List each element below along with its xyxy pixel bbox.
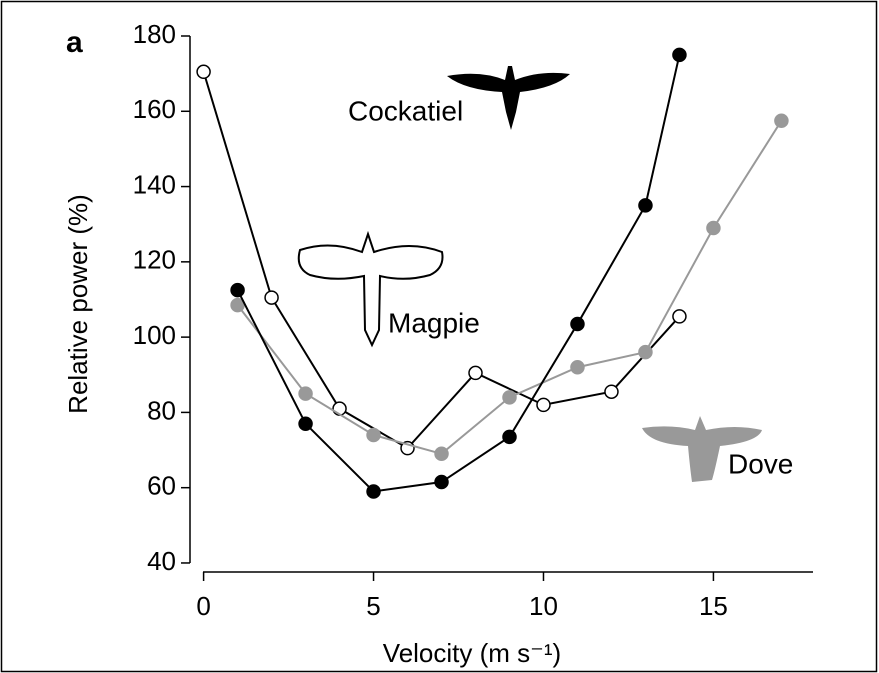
data-point [298,416,313,431]
y-tick-label: 80 [147,395,176,425]
y-tick-label: 40 [147,546,176,576]
data-point [196,64,211,80]
data-point [502,429,517,445]
series-line [202,71,681,450]
data-point [230,297,245,313]
data-point [366,427,381,443]
data-point [434,446,449,462]
data-point [638,344,653,360]
data-point [604,384,619,399]
data-point [570,359,585,375]
y-tick-label: 100 [133,320,176,350]
y-tick-label: 60 [147,471,176,501]
magpie-silhouette [297,230,444,348]
data-point [672,47,687,63]
x-tick-label: 5 [366,591,380,621]
data-point [536,397,551,413]
series-line [236,54,681,493]
data-point [298,386,313,401]
data-point [230,282,245,298]
y-tick-label: 140 [133,169,176,199]
x-tick-label: 10 [529,591,558,621]
y-axis-title: Relative power (%) [63,194,93,414]
cockatiel-silhouette [447,66,570,130]
dove-silhouette [642,416,762,482]
data-point [774,113,789,128]
y-tick-label: 160 [133,94,176,124]
data-point [502,390,517,405]
data-point [366,484,381,499]
data-point [434,474,449,490]
x-tick-label: 15 [699,591,728,621]
series-label: Cockatiel [348,95,463,126]
x-tick-label: 0 [196,591,210,621]
data-point [264,290,279,305]
data-point [570,316,585,332]
series-label: Dove [728,448,793,479]
data-point [468,365,483,381]
y-tick-label: 120 [133,245,176,275]
data-point [706,220,721,236]
y-tick-label: 180 [133,19,176,49]
data-point [638,198,653,213]
x-axis-title: Velocity (m s⁻¹) [383,638,561,668]
data-point [672,309,687,324]
series-label: Magpie [388,307,480,338]
panel-label: a [66,26,83,59]
